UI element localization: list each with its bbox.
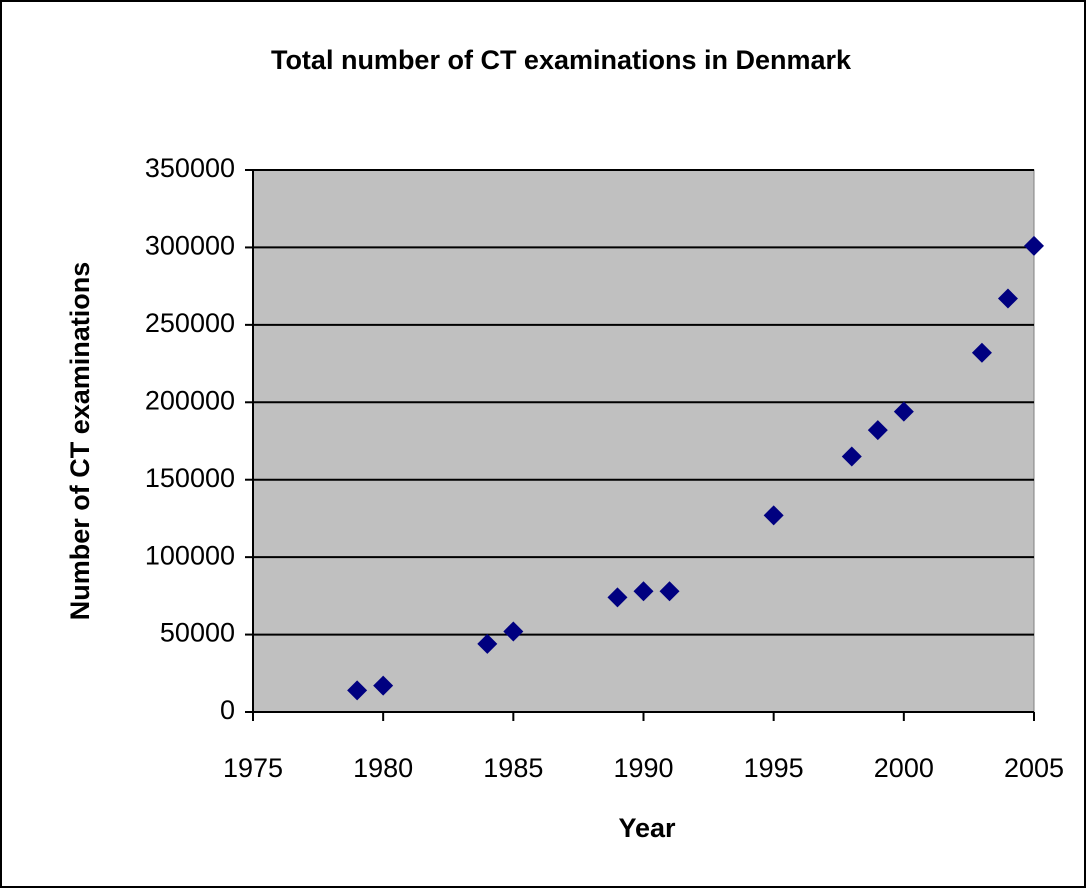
y-tick-label: 250000 [145, 308, 235, 338]
data-point [503, 621, 524, 642]
chart-title: Total number of CT examinations in Denma… [271, 45, 852, 75]
data-point [373, 675, 394, 696]
data-point [971, 342, 992, 363]
y-tick-label: 0 [220, 695, 235, 725]
plot-area [252, 169, 1035, 713]
y-tick-label: 50000 [160, 618, 235, 648]
data-point [763, 505, 784, 526]
y-tick-label: 150000 [145, 463, 235, 493]
y-tick-label: 350000 [145, 153, 235, 183]
x-tick-label: 1975 [223, 753, 283, 783]
data-point [997, 288, 1018, 309]
x-tick-label: 1980 [353, 753, 413, 783]
data-point [867, 420, 888, 441]
x-tick-label: 2000 [874, 753, 934, 783]
x-tick-label: 1995 [744, 753, 804, 783]
data-point [607, 587, 628, 608]
data-point [893, 401, 914, 422]
data-point [633, 581, 654, 602]
y-tick-label: 300000 [145, 231, 235, 261]
x-axis-title: Year [618, 813, 676, 843]
y-axis-title: Number of CT examinations [65, 262, 95, 621]
data-point [1024, 235, 1044, 256]
x-tick-label: 1990 [613, 753, 673, 783]
data-point [659, 581, 680, 602]
x-tick-label: 2005 [1004, 753, 1064, 783]
y-tick-label: 100000 [145, 540, 235, 570]
data-point [347, 680, 368, 701]
y-tick-label: 200000 [145, 385, 235, 415]
data-point [477, 633, 498, 654]
x-tick-label: 1985 [483, 753, 543, 783]
data-point [841, 446, 862, 467]
